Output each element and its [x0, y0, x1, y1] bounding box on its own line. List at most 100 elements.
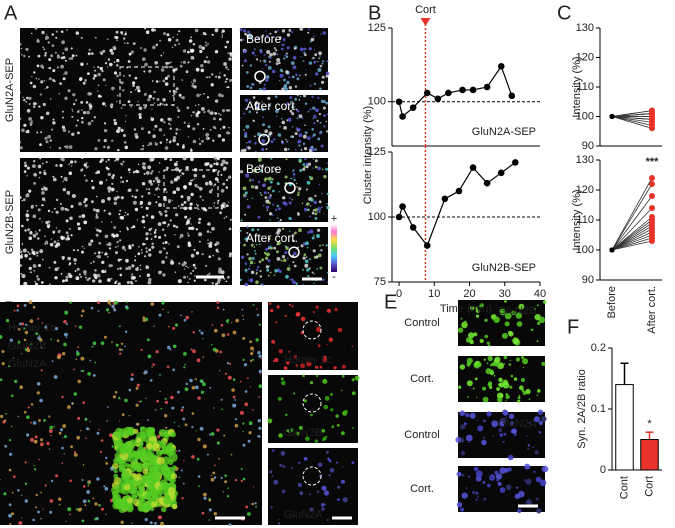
puncta [281, 140, 284, 143]
puncta [141, 219, 146, 224]
puncta [107, 300, 111, 304]
puncta [182, 172, 185, 175]
puncta [527, 447, 530, 450]
puncta [471, 490, 476, 495]
puncta [67, 256, 71, 261]
puncta [18, 196, 22, 199]
puncta [290, 278, 294, 282]
puncta [126, 301, 128, 303]
puncta [190, 253, 195, 258]
puncta [304, 259, 309, 264]
puncta [225, 66, 228, 69]
puncta [269, 271, 272, 274]
puncta [151, 170, 154, 173]
puncta [62, 180, 64, 183]
y-axis-label: Cluster intensity (%) [362, 106, 374, 204]
puncta [19, 117, 22, 120]
puncta [214, 112, 218, 115]
puncta [202, 337, 204, 340]
puncta [130, 50, 134, 54]
puncta [351, 391, 356, 396]
puncta [174, 323, 179, 327]
puncta [306, 268, 310, 272]
puncta [76, 435, 80, 440]
puncta [85, 437, 87, 439]
puncta [309, 205, 312, 207]
puncta [498, 421, 505, 427]
puncta [164, 414, 168, 418]
puncta [314, 208, 318, 212]
treatment-label: Cort [415, 4, 436, 16]
puncta [325, 167, 329, 171]
puncta [324, 396, 330, 401]
puncta [140, 206, 143, 209]
puncta [162, 52, 164, 54]
puncta [44, 325, 48, 329]
inset-label: Before [246, 32, 282, 46]
puncta [17, 415, 20, 418]
puncta [304, 131, 308, 135]
puncta [303, 253, 307, 256]
puncta [21, 244, 23, 246]
puncta [210, 474, 213, 477]
puncta [40, 438, 44, 442]
puncta [298, 144, 301, 147]
puncta [209, 128, 212, 131]
puncta [244, 268, 248, 272]
puncta [296, 94, 299, 97]
puncta [105, 84, 107, 86]
puncta [213, 156, 217, 160]
puncta [148, 188, 151, 191]
cell-body [149, 467, 159, 476]
puncta [103, 128, 108, 133]
puncta [474, 306, 478, 310]
puncta [98, 229, 102, 233]
puncta [266, 209, 268, 211]
puncta [103, 139, 107, 143]
puncta [32, 164, 36, 169]
data-point [399, 113, 406, 120]
puncta [296, 186, 298, 188]
puncta [214, 170, 216, 172]
puncta [319, 211, 321, 213]
puncta [284, 108, 287, 110]
puncta [38, 229, 41, 232]
puncta [45, 240, 48, 244]
puncta [209, 164, 213, 168]
puncta [87, 372, 91, 376]
y-tick-label: 0 [600, 464, 606, 476]
puncta [532, 446, 534, 448]
puncta [461, 492, 468, 499]
puncta [39, 249, 44, 254]
puncta [97, 84, 100, 87]
puncta [70, 234, 73, 237]
puncta [323, 213, 325, 215]
puncta [269, 219, 271, 221]
puncta [300, 149, 303, 151]
puncta [491, 364, 493, 366]
puncta [505, 400, 507, 402]
puncta [278, 207, 281, 211]
puncta [291, 75, 295, 79]
puncta [234, 423, 239, 428]
puncta [265, 256, 269, 260]
cell-body [139, 441, 144, 446]
puncta [105, 160, 108, 163]
puncta [272, 360, 275, 363]
puncta [321, 429, 326, 433]
puncta [131, 264, 135, 268]
cell-body [160, 479, 167, 487]
puncta [341, 479, 345, 484]
puncta [282, 43, 285, 46]
puncta [150, 302, 155, 306]
puncta [283, 147, 288, 152]
puncta [169, 219, 172, 222]
puncta [141, 127, 144, 131]
puncta [117, 148, 120, 152]
puncta [107, 158, 110, 161]
puncta [154, 229, 157, 231]
puncta [151, 245, 155, 249]
puncta [113, 71, 118, 75]
data-point [434, 95, 442, 103]
puncta [30, 120, 33, 123]
